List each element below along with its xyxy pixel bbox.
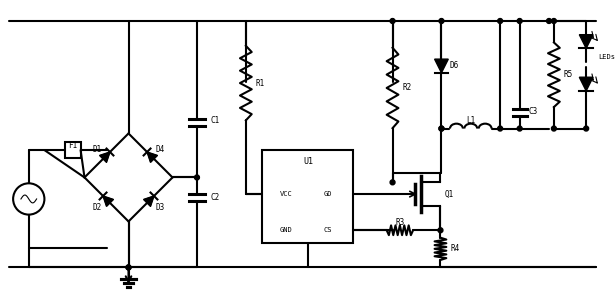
Text: R4: R4 <box>450 244 460 253</box>
Text: D4: D4 <box>156 145 165 154</box>
Circle shape <box>551 126 556 131</box>
Circle shape <box>551 19 556 24</box>
Text: GND: GND <box>280 227 293 233</box>
Text: Q1: Q1 <box>444 190 453 199</box>
Circle shape <box>439 19 444 24</box>
Circle shape <box>498 126 503 131</box>
Text: LEDs: LEDs <box>598 54 615 60</box>
Circle shape <box>438 228 443 233</box>
Text: C1: C1 <box>211 116 220 125</box>
Circle shape <box>498 19 503 24</box>
Text: GD: GD <box>323 191 332 197</box>
Circle shape <box>195 175 200 180</box>
Text: R3: R3 <box>395 218 405 227</box>
Polygon shape <box>435 59 448 73</box>
Circle shape <box>546 19 551 24</box>
Text: C2: C2 <box>211 192 220 202</box>
Text: CS: CS <box>323 227 332 233</box>
Polygon shape <box>147 152 158 162</box>
Text: R5: R5 <box>564 70 573 79</box>
Text: C3: C3 <box>529 107 538 116</box>
Text: VCC: VCC <box>280 191 293 197</box>
Circle shape <box>439 126 444 131</box>
Text: R1: R1 <box>256 79 265 88</box>
Text: D2: D2 <box>92 203 102 212</box>
Circle shape <box>126 265 131 270</box>
Polygon shape <box>100 152 110 162</box>
Circle shape <box>390 180 395 185</box>
Text: L1: L1 <box>466 116 476 125</box>
Text: D3: D3 <box>156 203 165 212</box>
Circle shape <box>390 19 395 24</box>
Polygon shape <box>579 35 593 48</box>
Text: D1: D1 <box>92 145 102 154</box>
Polygon shape <box>103 196 113 206</box>
Circle shape <box>517 19 522 24</box>
Circle shape <box>584 126 589 131</box>
Text: F1: F1 <box>68 141 78 150</box>
Circle shape <box>439 126 444 131</box>
Text: D6: D6 <box>449 62 458 70</box>
Circle shape <box>517 126 522 131</box>
Circle shape <box>126 265 131 270</box>
Polygon shape <box>579 77 593 91</box>
Text: U1: U1 <box>303 157 313 166</box>
Text: R2: R2 <box>402 84 411 92</box>
Polygon shape <box>144 196 154 206</box>
